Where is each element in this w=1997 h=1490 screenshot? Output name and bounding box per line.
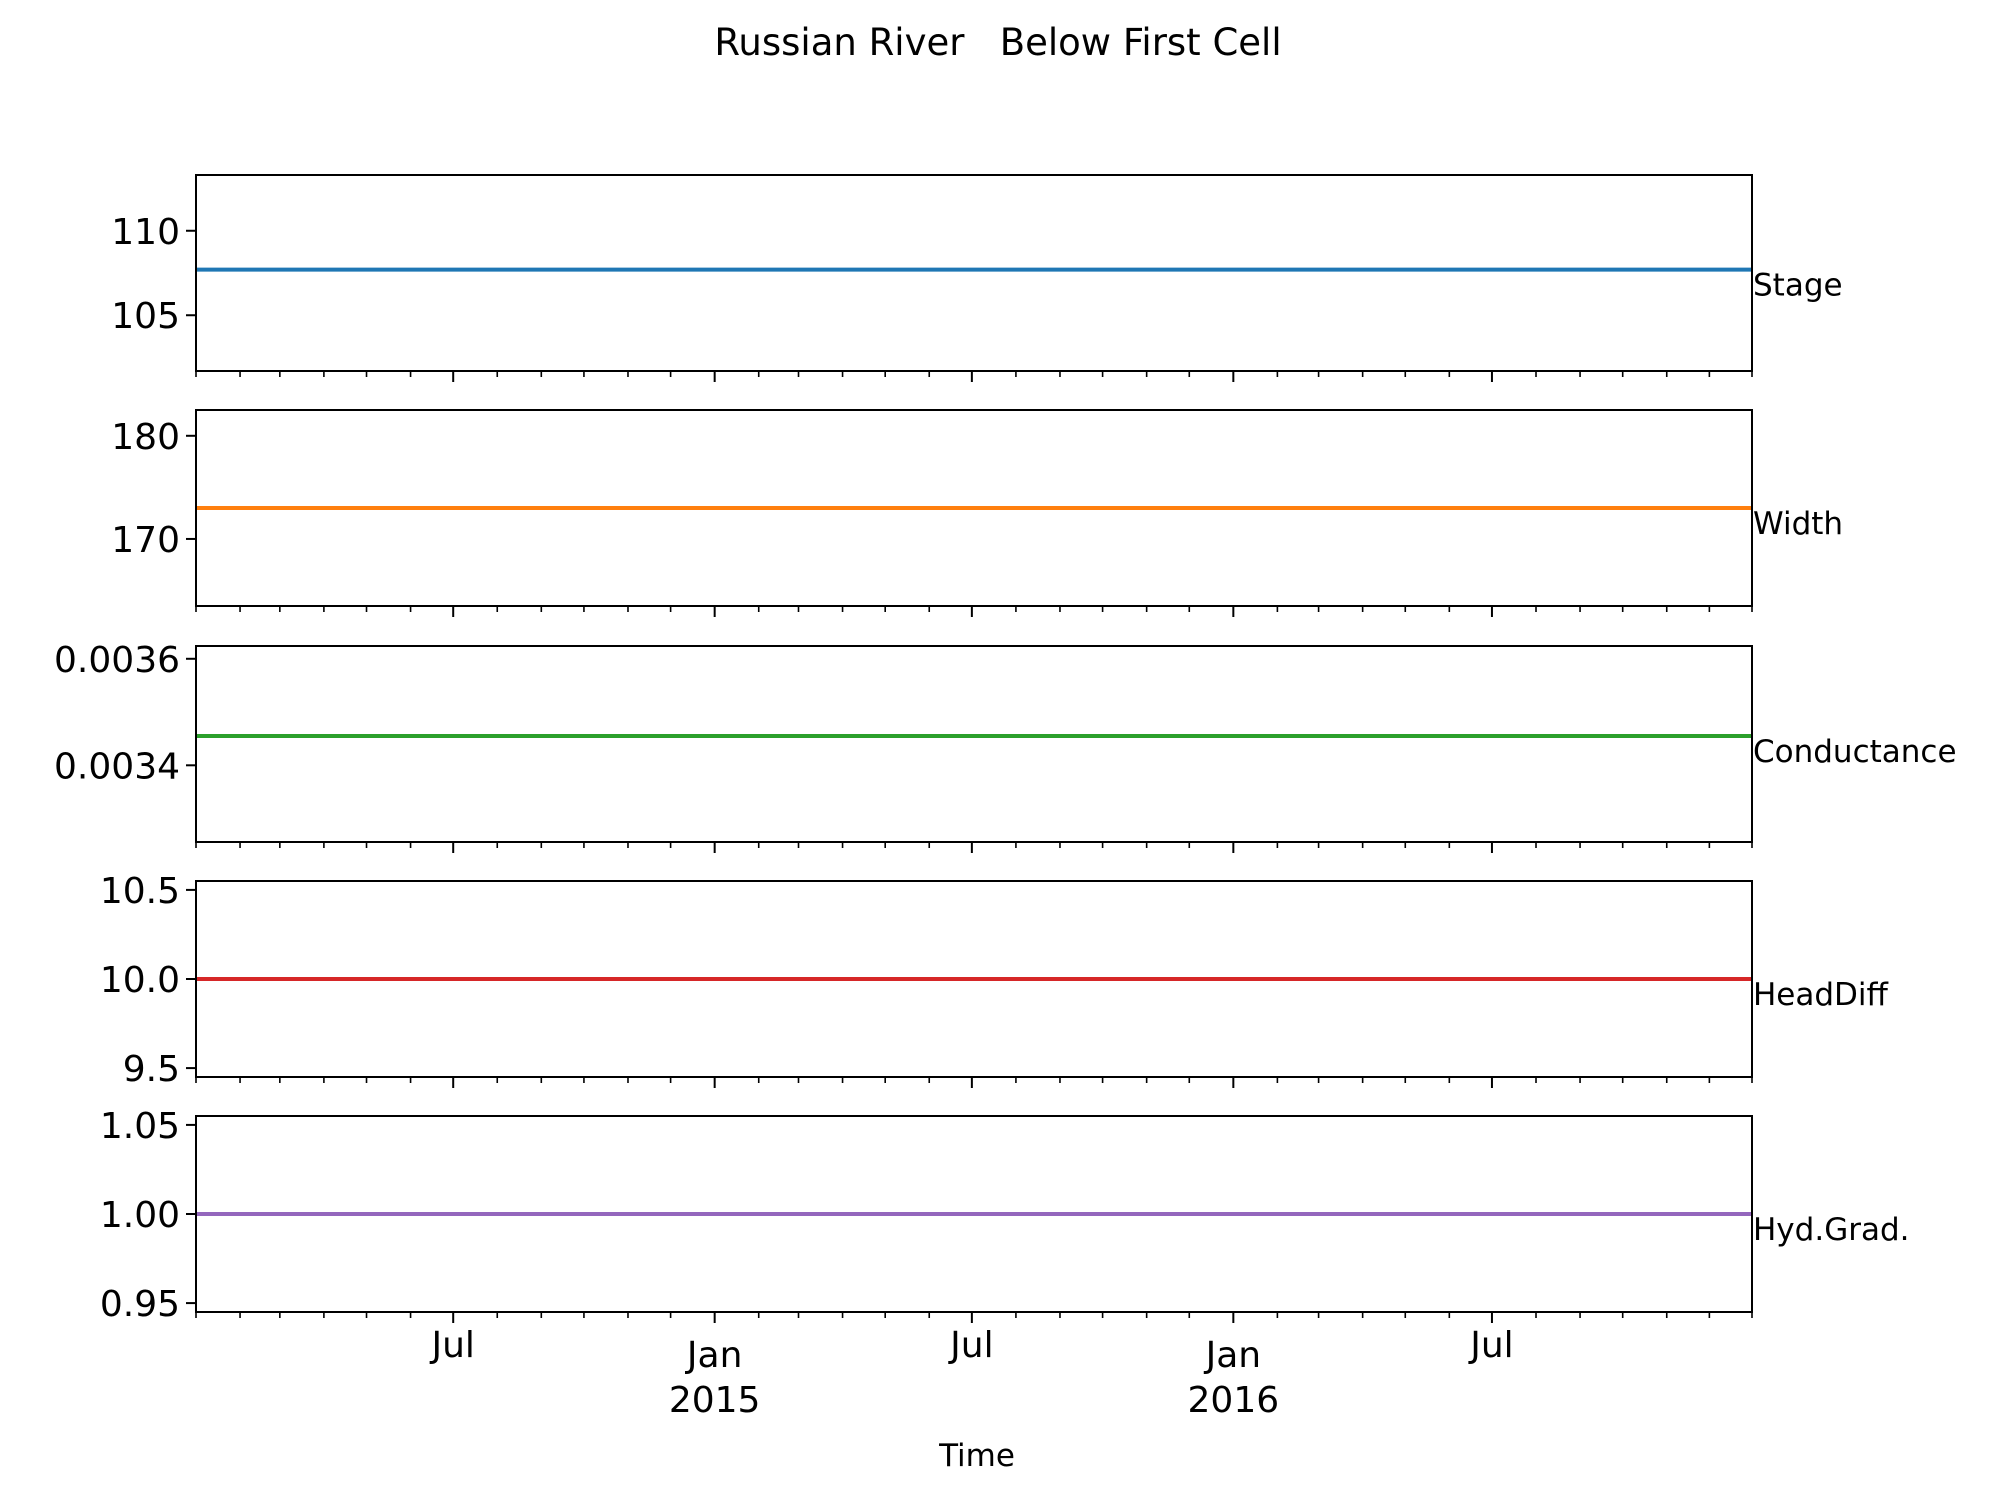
panel-conductance: 0.0034 0.0036 Conductance <box>54 640 1957 853</box>
series-label-width: Width <box>1753 506 1843 542</box>
series-label-hyd-grad: Hyd.Grad. <box>1753 1212 1909 1248</box>
panel-hyd-grad: 0.95 1.00 1.05 Hyd.Grad. <box>100 1106 1910 1325</box>
y-tick-label-stage: 105 <box>111 296 180 337</box>
x-tick-label: Jan <box>685 1335 743 1376</box>
x-tick-year-label: 2016 <box>1188 1380 1280 1421</box>
y-tick-label-stage: 110 <box>111 212 180 253</box>
y-tick-label-hyd-grad: 0.95 <box>100 1284 180 1325</box>
panel-headdiff: 9.5 10.0 10.5 HeadDiff <box>100 871 1889 1090</box>
y-tick-label-headdiff: 9.5 <box>123 1049 180 1090</box>
series-label-headdiff: HeadDiff <box>1753 977 1889 1013</box>
panel-width: 170 180 Width <box>111 409 1843 617</box>
y-tick-label-hyd-grad: 1.05 <box>100 1106 180 1147</box>
series-label-conductance: Conductance <box>1753 734 1957 770</box>
y-tick-label-headdiff: 10.0 <box>100 960 180 1001</box>
x-tick-year-label: 2015 <box>669 1380 761 1421</box>
x-tick-label: Jul <box>1468 1325 1513 1366</box>
y-tick-label-headdiff: 10.5 <box>100 871 180 912</box>
plot-frame-width <box>195 409 1753 607</box>
plot-frame-stage <box>195 174 1753 372</box>
x-tick-label: Jul <box>429 1325 474 1366</box>
y-tick-label-width: 180 <box>111 417 180 458</box>
plot-frame-conductance <box>195 645 1753 843</box>
panels-group: 105 110 Stage 170 180 Width 0.0034 0.0036 Conduc… <box>54 174 1957 1325</box>
panel-stage: 105 110 Stage <box>111 174 1843 382</box>
x-tick-label: Jul <box>948 1325 993 1366</box>
y-tick-label-conductance: 0.0034 <box>54 746 180 787</box>
y-tick-label-hyd-grad: 1.00 <box>100 1195 180 1236</box>
x-axis-label: Time <box>938 1438 1015 1474</box>
series-label-stage: Stage <box>1753 268 1843 304</box>
y-tick-label-width: 170 <box>111 520 180 561</box>
chart-title: Russian River Below First Cell <box>714 21 1281 64</box>
x-tick-label: Jan <box>1204 1335 1262 1376</box>
y-tick-label-conductance: 0.0036 <box>54 640 180 681</box>
